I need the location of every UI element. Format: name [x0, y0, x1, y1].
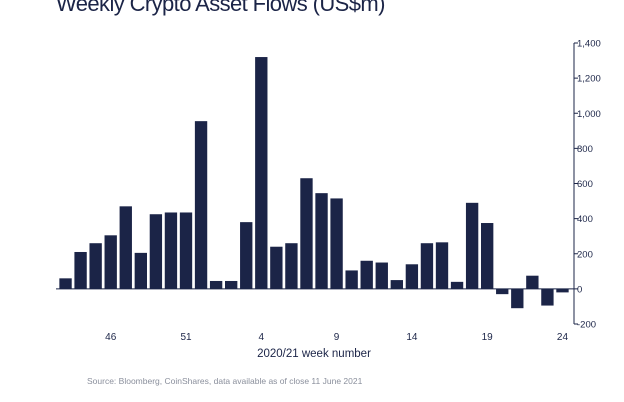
- bar-7: [164, 212, 178, 289]
- x-axis-label: 2020/21 week number: [257, 348, 371, 360]
- bar-10: [209, 280, 223, 289]
- bar-26: [450, 281, 464, 289]
- bar-21: [375, 262, 388, 289]
- bar-19: [345, 270, 358, 289]
- bars-layer: [59, 57, 569, 309]
- bar-2: [89, 243, 102, 289]
- bar-4: [119, 206, 132, 289]
- bar-28: [481, 223, 494, 289]
- y-tick-label: 400: [577, 214, 593, 225]
- bar-18: [330, 198, 343, 289]
- bar-29: [496, 288, 509, 295]
- bar-12: [240, 222, 253, 289]
- bar-15: [285, 243, 298, 289]
- y-tick-label: 0: [577, 284, 582, 295]
- bar-14: [270, 246, 283, 289]
- bar-11: [225, 280, 238, 289]
- bar-23: [405, 264, 419, 289]
- bar-1: [74, 251, 87, 289]
- y-axis-ticks: -200 0 200 400 600 800 1,000 1,200 1,400: [574, 39, 601, 331]
- bar-9: [194, 121, 208, 289]
- bar-25: [435, 242, 449, 289]
- bar-3: [104, 235, 117, 289]
- x-tick-label: 4: [259, 332, 265, 343]
- x-tick-label: 51: [180, 332, 192, 343]
- bar-5: [134, 252, 147, 289]
- y-tick-label: 1,400: [577, 39, 601, 50]
- chart-title: Weekly Crypto Asset Flows (US$m): [56, 0, 385, 16]
- x-tick-label: 14: [406, 332, 418, 343]
- bar-32: [541, 288, 554, 306]
- x-tick-label: 46: [105, 332, 117, 343]
- bar-24: [420, 243, 434, 289]
- source-note: Source: Bloomberg, CoinShares, data avai…: [87, 376, 363, 386]
- bar-20: [360, 260, 373, 289]
- bar-17: [315, 193, 328, 289]
- y-tick-label: -200: [577, 320, 596, 331]
- x-tick-label: 19: [482, 332, 494, 343]
- bar-0: [59, 278, 72, 289]
- y-tick-label: 800: [577, 144, 593, 155]
- bar-30: [511, 288, 524, 309]
- bar-31: [526, 275, 539, 289]
- y-tick-label: 1,000: [577, 109, 601, 120]
- bar-27: [465, 202, 479, 289]
- bar-22: [390, 280, 403, 289]
- y-tick-label: 200: [577, 249, 593, 260]
- y-tick-label: 1,200: [577, 74, 601, 85]
- x-tick-label: 9: [334, 332, 340, 343]
- y-tick-label: 600: [577, 179, 593, 190]
- bar-33: [556, 288, 569, 293]
- bar-16: [300, 178, 313, 289]
- x-axis-ticks: 46 51 4 9 14 19 24: [105, 332, 568, 343]
- bar-13: [255, 57, 268, 289]
- x-tick-label: 24: [557, 332, 569, 343]
- bar-6: [149, 214, 163, 289]
- bar-8: [179, 212, 193, 289]
